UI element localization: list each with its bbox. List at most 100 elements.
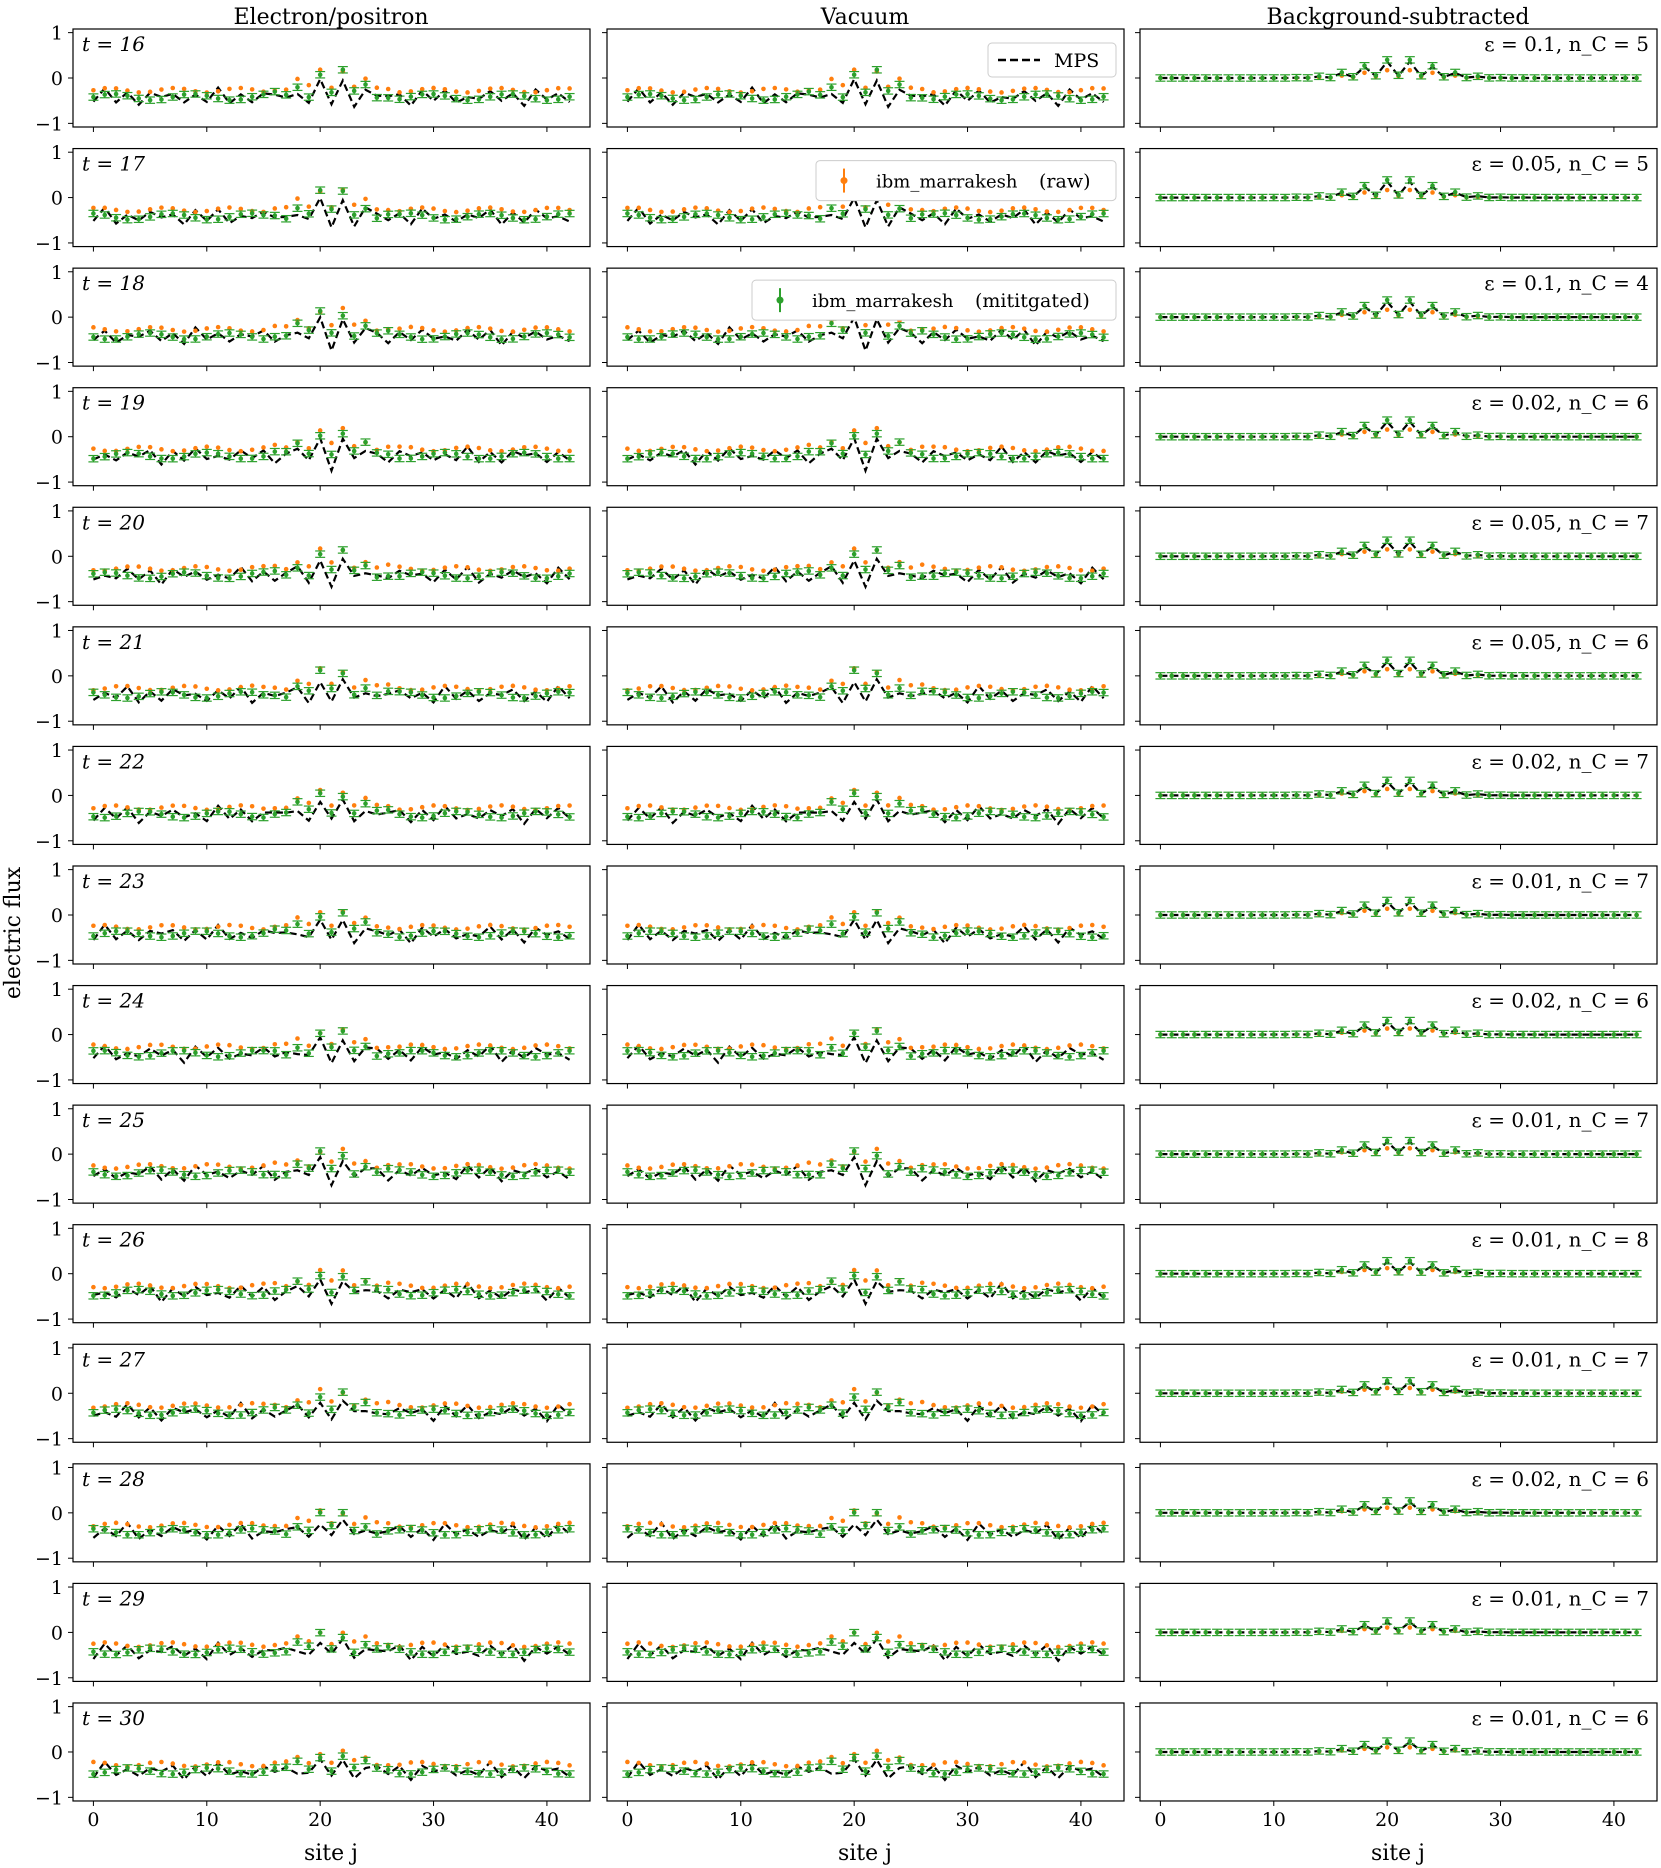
mitigated-point (1192, 553, 1197, 559)
mitigated-point (1452, 189, 1458, 195)
mitigated-point (453, 693, 459, 699)
mitigated-point (487, 211, 493, 216)
mitigated-point (863, 330, 868, 336)
mitigated-point (919, 328, 925, 334)
raw-point (1033, 328, 1038, 334)
mitigated-point (147, 330, 153, 336)
mitigated-point (738, 695, 744, 701)
mitigated-point (1509, 314, 1515, 320)
mitigated-point (238, 689, 244, 695)
y-tick-label: 0 (51, 307, 63, 329)
mitigated-point (215, 575, 221, 581)
mitigated-point (1055, 573, 1061, 579)
raw-point (806, 323, 812, 329)
mitigated-point (1294, 553, 1299, 559)
mitigated-point (1282, 314, 1288, 320)
mitigated-point (521, 334, 527, 339)
mitigated-point (1430, 303, 1435, 308)
mitigated-point (1305, 314, 1311, 320)
mitigated-point (510, 695, 516, 700)
raw-point (136, 564, 142, 569)
mitigated-point (510, 570, 516, 576)
mitigated-point (102, 815, 108, 820)
raw-point (317, 428, 323, 433)
mitigated-point (125, 573, 130, 578)
raw-point (806, 563, 812, 569)
raw-point (795, 327, 800, 333)
raw-point (1033, 448, 1038, 454)
mitigated-point (1226, 434, 1231, 440)
mitigated-point (999, 330, 1004, 336)
mitigated-point (863, 452, 868, 457)
raw-point (851, 546, 857, 551)
raw-point (476, 567, 482, 573)
mitigated-point (1271, 553, 1277, 559)
mitigated-point (636, 454, 642, 459)
mitigated-point (659, 695, 664, 701)
mitigated-point (1260, 75, 1265, 81)
mitigated-point (374, 215, 380, 221)
mitigated-point (1248, 314, 1254, 320)
mitigated-point (1634, 314, 1639, 320)
mitigated-point (1021, 571, 1027, 576)
mitigated-point (340, 313, 346, 319)
raw-point (704, 448, 710, 454)
raw-point (738, 564, 744, 570)
mitigated-point (204, 334, 210, 340)
mitigated-point (1520, 314, 1526, 320)
raw-point (1067, 444, 1072, 450)
raw-point (863, 322, 868, 328)
mitigated-point (533, 96, 538, 101)
mitigated-point (1554, 75, 1560, 81)
mitigated-point (249, 94, 255, 100)
mitigated-point (1622, 553, 1628, 559)
mitigated-point (249, 689, 255, 695)
mitigated-point (1475, 313, 1481, 318)
raw-point (749, 206, 755, 211)
y-axis-label: electric flux (1, 866, 26, 999)
mitigated-point (715, 212, 721, 218)
y-tick-label: 1 (51, 501, 63, 523)
mitigated-point (749, 96, 755, 101)
mitigated-point (283, 572, 289, 578)
mitigated-point (510, 91, 516, 97)
mitigated-point (625, 571, 630, 577)
mitigated-point (1294, 75, 1299, 80)
mitigated-point (408, 210, 414, 216)
raw-point (295, 76, 300, 82)
mitigated-point (1033, 454, 1038, 459)
mitigated-point (249, 571, 255, 576)
raw-point (625, 87, 630, 93)
mitigated-point (840, 451, 846, 456)
mitigated-point (249, 814, 255, 819)
mitigated-point (102, 569, 108, 575)
raw-point (193, 328, 198, 334)
mitigated-point (351, 333, 357, 339)
mitigated-point (1600, 195, 1605, 200)
mitigated-point (1067, 575, 1072, 581)
mitigated-point (465, 454, 470, 459)
mitigated-point (227, 809, 232, 815)
raw-point (385, 444, 391, 450)
raw-point (419, 325, 425, 331)
mitigated-point (1486, 195, 1492, 200)
raw-point (204, 686, 210, 692)
y-tick-label: −1 (35, 711, 63, 733)
mitigated-point (1033, 569, 1038, 575)
legend-box-mitigated (751, 279, 1117, 321)
raw-point (999, 90, 1004, 95)
raw-point (136, 209, 142, 214)
mitigated-point (885, 212, 891, 218)
mitigated-point (567, 335, 572, 340)
mitigated-point (715, 336, 721, 342)
mitigated-point (397, 689, 402, 694)
raw-point (999, 325, 1004, 331)
panel-r4-c0: 1 0 −1 t = 20 (35, 501, 591, 614)
mitigated-point (897, 206, 902, 211)
panel-frame (72, 267, 591, 367)
mitigated-point (340, 67, 346, 73)
mitigated-point (181, 569, 187, 575)
raw-point (897, 677, 902, 683)
mitigated-point (533, 575, 538, 581)
mitigated-point (681, 97, 687, 103)
